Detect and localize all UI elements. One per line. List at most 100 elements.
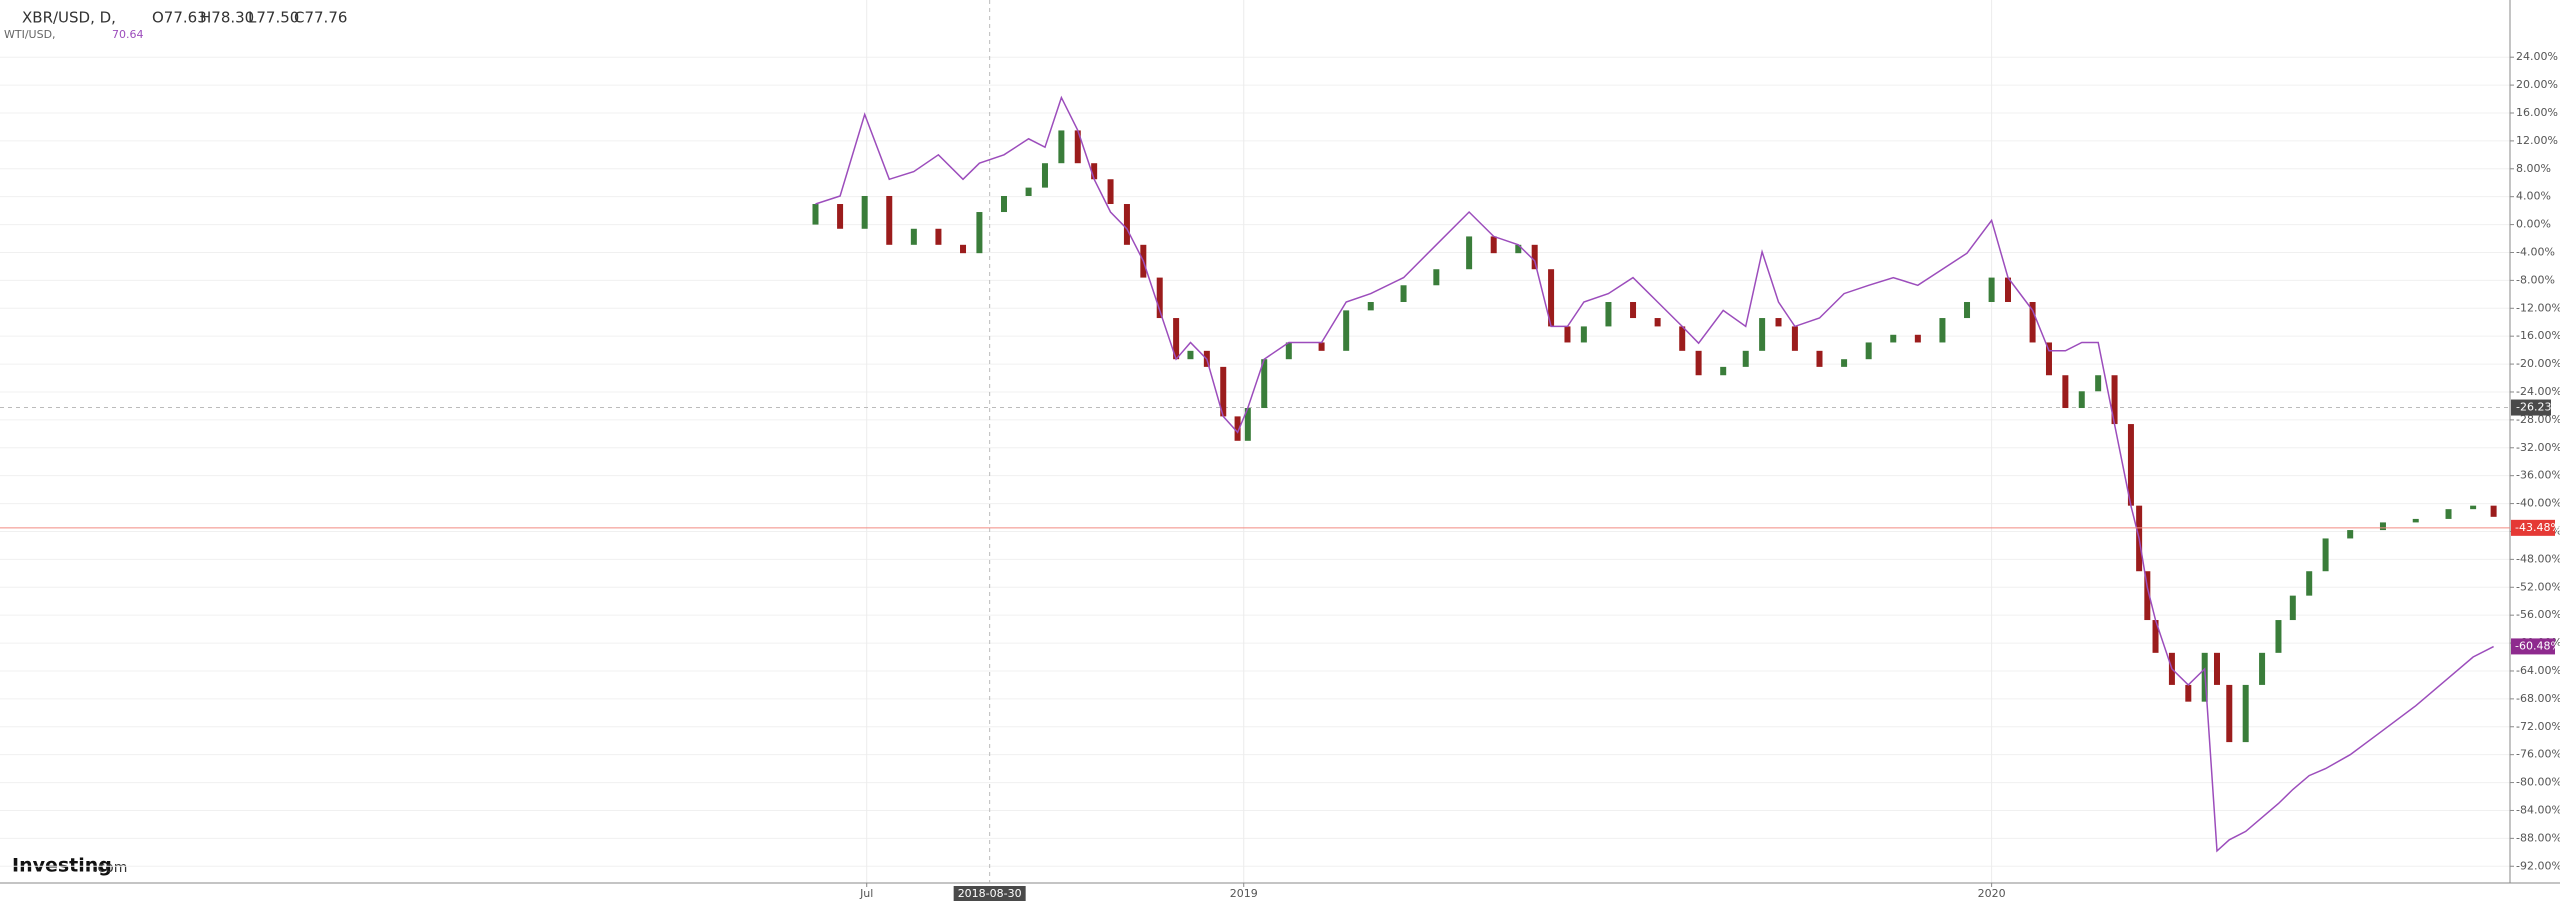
y-tick-label: 8.00% xyxy=(2516,162,2551,175)
candle-body xyxy=(1261,359,1268,409)
candle-body xyxy=(910,228,917,245)
y-tick-label: -48.00% xyxy=(2516,552,2560,565)
candle-body xyxy=(2078,391,2085,409)
candle-body xyxy=(976,212,983,254)
y-tick-label: -40.00% xyxy=(2516,497,2560,510)
candle-body xyxy=(2322,538,2329,572)
candle-body xyxy=(2379,522,2386,531)
ohlc-high: H78.30 xyxy=(200,9,254,27)
candle-body xyxy=(1001,195,1007,213)
candle-body xyxy=(2275,620,2282,653)
candle-body xyxy=(2213,652,2220,685)
y-tick-label: -64.00% xyxy=(2516,664,2560,677)
candle-body xyxy=(2144,571,2151,621)
crosshair-y-label: -26.23 xyxy=(2516,401,2551,414)
y-tick-label: -20.00% xyxy=(2516,357,2560,370)
candle-body xyxy=(1343,310,1350,351)
candle-body xyxy=(837,204,844,229)
candle-body xyxy=(1939,318,1946,343)
crosshair-x-label: 2018-08-30 xyxy=(958,887,1022,900)
crosshair-y-label-box xyxy=(2511,399,2551,416)
candle-body xyxy=(1988,277,1995,303)
series-line xyxy=(815,95,2494,853)
candle-body xyxy=(2095,375,2102,392)
y-tick-label: -92.00% xyxy=(2516,859,2560,872)
candle-body xyxy=(2242,684,2249,743)
ohlc-low: L77.50 xyxy=(248,9,299,27)
candle-body xyxy=(1285,342,1292,360)
candle-body xyxy=(1025,187,1032,196)
candle-body xyxy=(2226,684,2233,743)
candle-body xyxy=(1914,334,1921,343)
y-tick-label: -88.00% xyxy=(2516,831,2560,844)
candle-body xyxy=(1695,350,1702,376)
grid xyxy=(0,0,2510,883)
candle-body xyxy=(2029,302,2036,343)
candle-body xyxy=(2490,505,2497,517)
candle-body xyxy=(935,228,942,245)
candle-body xyxy=(2306,571,2313,596)
candle-body xyxy=(1654,318,1661,327)
y-tick-label: 0.00% xyxy=(2516,218,2551,231)
candle-body xyxy=(1605,302,1612,327)
candle-body xyxy=(1564,326,1571,343)
candle-body xyxy=(2152,620,2159,653)
watermark-brand: Investing xyxy=(12,855,112,877)
candle-body xyxy=(1400,285,1407,303)
candle-body xyxy=(1156,277,1163,319)
y-tick-label: -68.00% xyxy=(2516,692,2560,705)
candle-body xyxy=(1679,326,1686,351)
candle-body xyxy=(2127,424,2134,506)
candle-body xyxy=(1041,163,1048,188)
x-tick-label: Jul xyxy=(859,887,873,900)
y-tick-label: 12.00% xyxy=(2516,134,2558,147)
candle-body xyxy=(1107,179,1114,205)
candle-body xyxy=(1580,326,1587,343)
x-tick-label: 2019 xyxy=(1230,887,1258,900)
candle-body xyxy=(1720,366,1727,376)
y-tick-label: -80.00% xyxy=(2516,776,2560,789)
candle-body xyxy=(1058,130,1065,164)
candle-body xyxy=(1816,350,1823,367)
y-tick-label: -84.00% xyxy=(2516,803,2560,816)
candle-body xyxy=(1548,269,1555,327)
candle-body xyxy=(1630,302,1637,319)
candle-body xyxy=(1433,269,1440,286)
candle-body xyxy=(1964,302,1971,319)
last-value-label: -43.48% xyxy=(2515,521,2560,534)
candle-body xyxy=(886,195,893,245)
y-tick-label: -76.00% xyxy=(2516,748,2560,761)
compare-title: WTI/USD, xyxy=(4,28,56,41)
y-tick-label: 16.00% xyxy=(2516,106,2558,119)
candle-body xyxy=(1074,130,1081,164)
last-value-box xyxy=(2511,519,2555,536)
candle-body xyxy=(861,195,868,229)
candle-body xyxy=(2005,277,2011,303)
y-tick-label: -12.00% xyxy=(2516,301,2560,314)
candle-body xyxy=(1890,334,1897,343)
candle-body xyxy=(1775,318,1782,327)
candle-body xyxy=(1791,326,1798,351)
last-value-box xyxy=(2511,638,2555,655)
y-tick-label: -52.00% xyxy=(2516,580,2560,593)
candle-body xyxy=(2259,652,2266,685)
y-tick-label: -32.00% xyxy=(2516,441,2560,454)
candle-body xyxy=(1490,236,1497,254)
candle-body xyxy=(1244,408,1251,441)
y-tick-label: -16.00% xyxy=(2516,329,2560,342)
candle-body xyxy=(1220,366,1227,417)
candle-body xyxy=(2289,595,2296,621)
candle-body xyxy=(2470,505,2477,510)
candle-body xyxy=(1515,244,1522,254)
candle-body xyxy=(1318,342,1325,351)
candle-body xyxy=(1841,359,1848,367)
y-tick-label: -4.00% xyxy=(2516,245,2555,258)
y-tick-label: 20.00% xyxy=(2516,78,2558,91)
last-value-label: -60.48% xyxy=(2515,639,2560,652)
candle-body xyxy=(1466,236,1473,270)
candle-body xyxy=(2045,342,2052,376)
candle-body xyxy=(1234,416,1241,441)
y-tick-label: 4.00% xyxy=(2516,190,2551,203)
